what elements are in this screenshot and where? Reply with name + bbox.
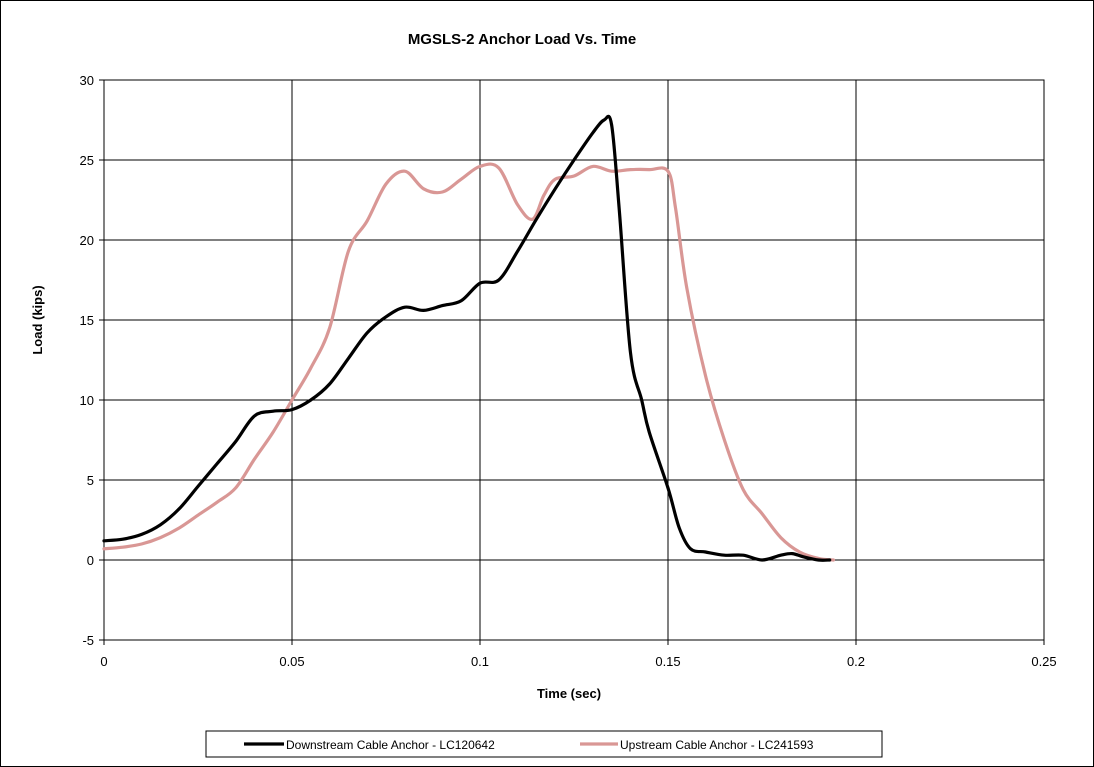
legend-item-downstream-label: Downstream Cable Anchor - LC120642 [286,738,495,752]
x-tick-label: 0.25 [1031,654,1056,669]
y-axis-ticks: -5 0 5 10 15 20 25 30 [80,73,104,648]
legend-box [205,730,883,758]
x-tick-label: 0.1 [471,654,489,669]
grid [103,79,1045,641]
y-tick-label: 20 [80,233,94,248]
x-axis-ticks: 0 0.05 0.1 0.15 0.2 0.25 [100,640,1057,669]
x-tick-label: 0.2 [847,654,865,669]
chart-title: MGSLS-2 Anchor Load Vs. Time [408,31,636,48]
series-line-downstream [102,114,832,562]
y-tick-label: 30 [80,73,94,88]
plot-area-border [103,79,1045,641]
legend: Downstream Cable Anchor - LC120642 Upstre… [205,730,883,758]
y-tick-label: 10 [80,393,94,408]
y-tick-label: -5 [82,633,94,648]
y-tick-label: 25 [80,153,94,168]
x-axis-label: Time (sec) [537,686,601,701]
y-tick-label: 15 [80,313,94,328]
y-tick-label: 0 [87,553,94,568]
x-tick-label: 0 [100,654,107,669]
y-tick-label: 5 [87,473,94,488]
x-tick-label: 0.05 [279,654,304,669]
x-tick-label: 0.15 [655,654,680,669]
series-group [102,114,836,562]
series-line-upstream [102,162,836,562]
y-axis-label: Load (kips) [30,285,45,354]
legend-item-upstream-label: Upstream Cable Anchor - LC241593 [620,738,814,752]
